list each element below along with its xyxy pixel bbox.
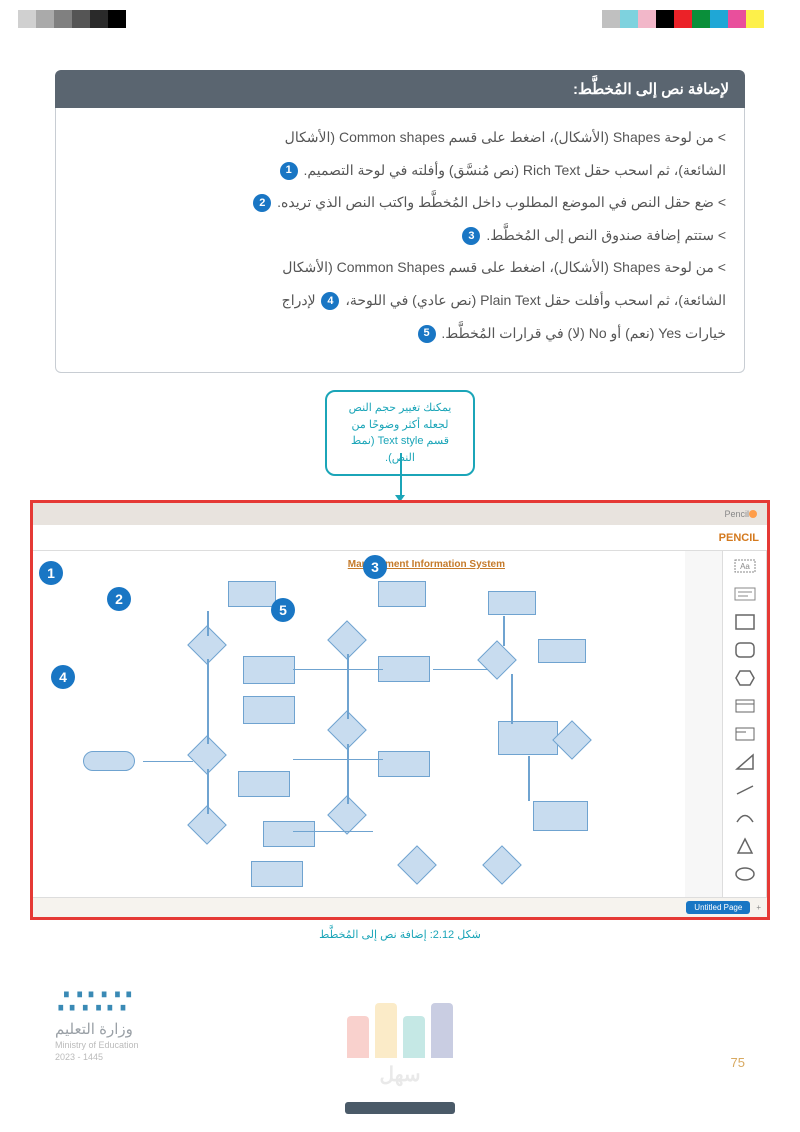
marker-1-inline: 1 bbox=[280, 162, 298, 180]
flow-node bbox=[238, 771, 290, 797]
flow-node bbox=[378, 751, 430, 777]
app-brand: PENCIL bbox=[719, 532, 759, 544]
step-1b: الشائعة)، ثم اسحب حقل Rich Text (نص مُنس… bbox=[304, 162, 726, 178]
flow-node bbox=[498, 721, 558, 755]
svg-text:Aa: Aa bbox=[740, 562, 750, 571]
canvas[interactable]: Management Information System bbox=[33, 551, 685, 897]
flow-node bbox=[378, 656, 430, 682]
flow-node bbox=[251, 861, 303, 887]
section-header: لإضافة نص إلى المُخطَّط: bbox=[55, 70, 745, 108]
print-colorbar-left bbox=[18, 10, 126, 28]
app-title: Pencil bbox=[724, 509, 749, 519]
flow-node bbox=[83, 751, 135, 771]
shape-triangle2-icon[interactable] bbox=[732, 835, 758, 857]
ministry-year: 2023 - 1445 bbox=[55, 1052, 139, 1062]
step-4a: > من لوحة Shapes (الأشكال)، اضغط على قسم… bbox=[282, 259, 726, 275]
window-icon bbox=[749, 510, 757, 518]
flow-node bbox=[533, 801, 588, 831]
shape-card-icon[interactable] bbox=[732, 723, 758, 745]
instructions: > من لوحة Shapes (الأشكال)، اضغط على قسم… bbox=[55, 108, 745, 373]
ministry-logo: ∴∵∴∵ وزارة التعليم Ministry of Education… bbox=[55, 989, 139, 1062]
app-body: Aa Management Information System bbox=[33, 551, 767, 897]
flow-node bbox=[243, 696, 295, 724]
shape-rect-icon[interactable] bbox=[732, 611, 758, 633]
shape-text-icon[interactable]: Aa bbox=[732, 555, 758, 577]
marker-1: 1 bbox=[39, 561, 63, 585]
shape-richtext-icon[interactable] bbox=[732, 583, 758, 605]
logo-dots-icon: ∴∵∴∵ bbox=[55, 989, 139, 1012]
shape-roundrect-icon[interactable] bbox=[732, 639, 758, 661]
flow-node bbox=[538, 639, 586, 663]
sahl-text-ar: سهل bbox=[347, 1062, 453, 1087]
app-footer: + Untitled Page bbox=[33, 897, 767, 917]
marker-5-inline: 5 bbox=[418, 325, 436, 343]
marker-4-inline: 4 bbox=[321, 292, 339, 310]
flow-node bbox=[488, 591, 536, 615]
shape-ellipse-icon[interactable] bbox=[732, 863, 758, 885]
sub-panel bbox=[685, 551, 723, 897]
flow-node bbox=[482, 845, 522, 885]
step-2: > ضع حقل النص في الموضع المطلوب داخل الم… bbox=[277, 194, 726, 210]
flow-node bbox=[263, 821, 315, 847]
shape-curve-icon[interactable] bbox=[732, 807, 758, 829]
flow-node bbox=[228, 581, 276, 607]
marker-2-inline: 2 bbox=[253, 194, 271, 212]
step-4b: الشائعة)، ثم اسحب وأفلت حقل Plain Text (… bbox=[345, 292, 726, 308]
sahl-watermark: سهل bbox=[347, 1003, 453, 1087]
callout-connector bbox=[400, 453, 402, 498]
page-number: 75 bbox=[731, 1055, 745, 1070]
footer-page-tab[interactable]: Untitled Page bbox=[686, 901, 750, 914]
step-3: > ستتم إضافة صندوق النص إلى المُخطَّط. bbox=[486, 227, 726, 243]
sahl-bars bbox=[347, 1003, 453, 1058]
bottom-tab bbox=[345, 1102, 455, 1114]
flow-node bbox=[378, 581, 426, 607]
shape-browser-icon[interactable] bbox=[732, 695, 758, 717]
marker-3-inline: 3 bbox=[462, 227, 480, 245]
flow-node bbox=[243, 656, 295, 684]
step-1a: > من لوحة Shapes (الأشكال)، اضغط على قسم… bbox=[285, 129, 726, 145]
marker-4: 4 bbox=[51, 665, 75, 689]
flow-node bbox=[552, 720, 592, 760]
figure-caption: شكل 2.12: إضافة نص إلى المُخطَّط bbox=[0, 928, 800, 941]
footer-plus[interactable]: + bbox=[756, 903, 761, 912]
shapes-panel[interactable]: Aa bbox=[723, 551, 767, 897]
app-titlebar: Pencil bbox=[33, 503, 767, 525]
marker-2: 2 bbox=[107, 587, 131, 611]
print-colorbar-right bbox=[602, 10, 782, 28]
marker-5: 5 bbox=[271, 598, 295, 622]
shape-triangle-icon[interactable] bbox=[732, 751, 758, 773]
ministry-name: وزارة التعليم bbox=[55, 1020, 139, 1038]
flow-node bbox=[397, 845, 437, 885]
app-toolbar: PENCIL bbox=[33, 525, 767, 551]
content: لإضافة نص إلى المُخطَّط: > من لوحة Shape… bbox=[55, 70, 745, 373]
shape-hexagon-icon[interactable] bbox=[732, 667, 758, 689]
ministry-en: Ministry of Education bbox=[55, 1040, 139, 1050]
app-screenshot: Pencil PENCIL Aa Management Information … bbox=[30, 500, 770, 920]
step-5: خيارات Yes (نعم) أو No (لا) في قرارات ال… bbox=[441, 325, 726, 341]
marker-3: 3 bbox=[363, 555, 387, 579]
shape-line-icon[interactable] bbox=[732, 779, 758, 801]
